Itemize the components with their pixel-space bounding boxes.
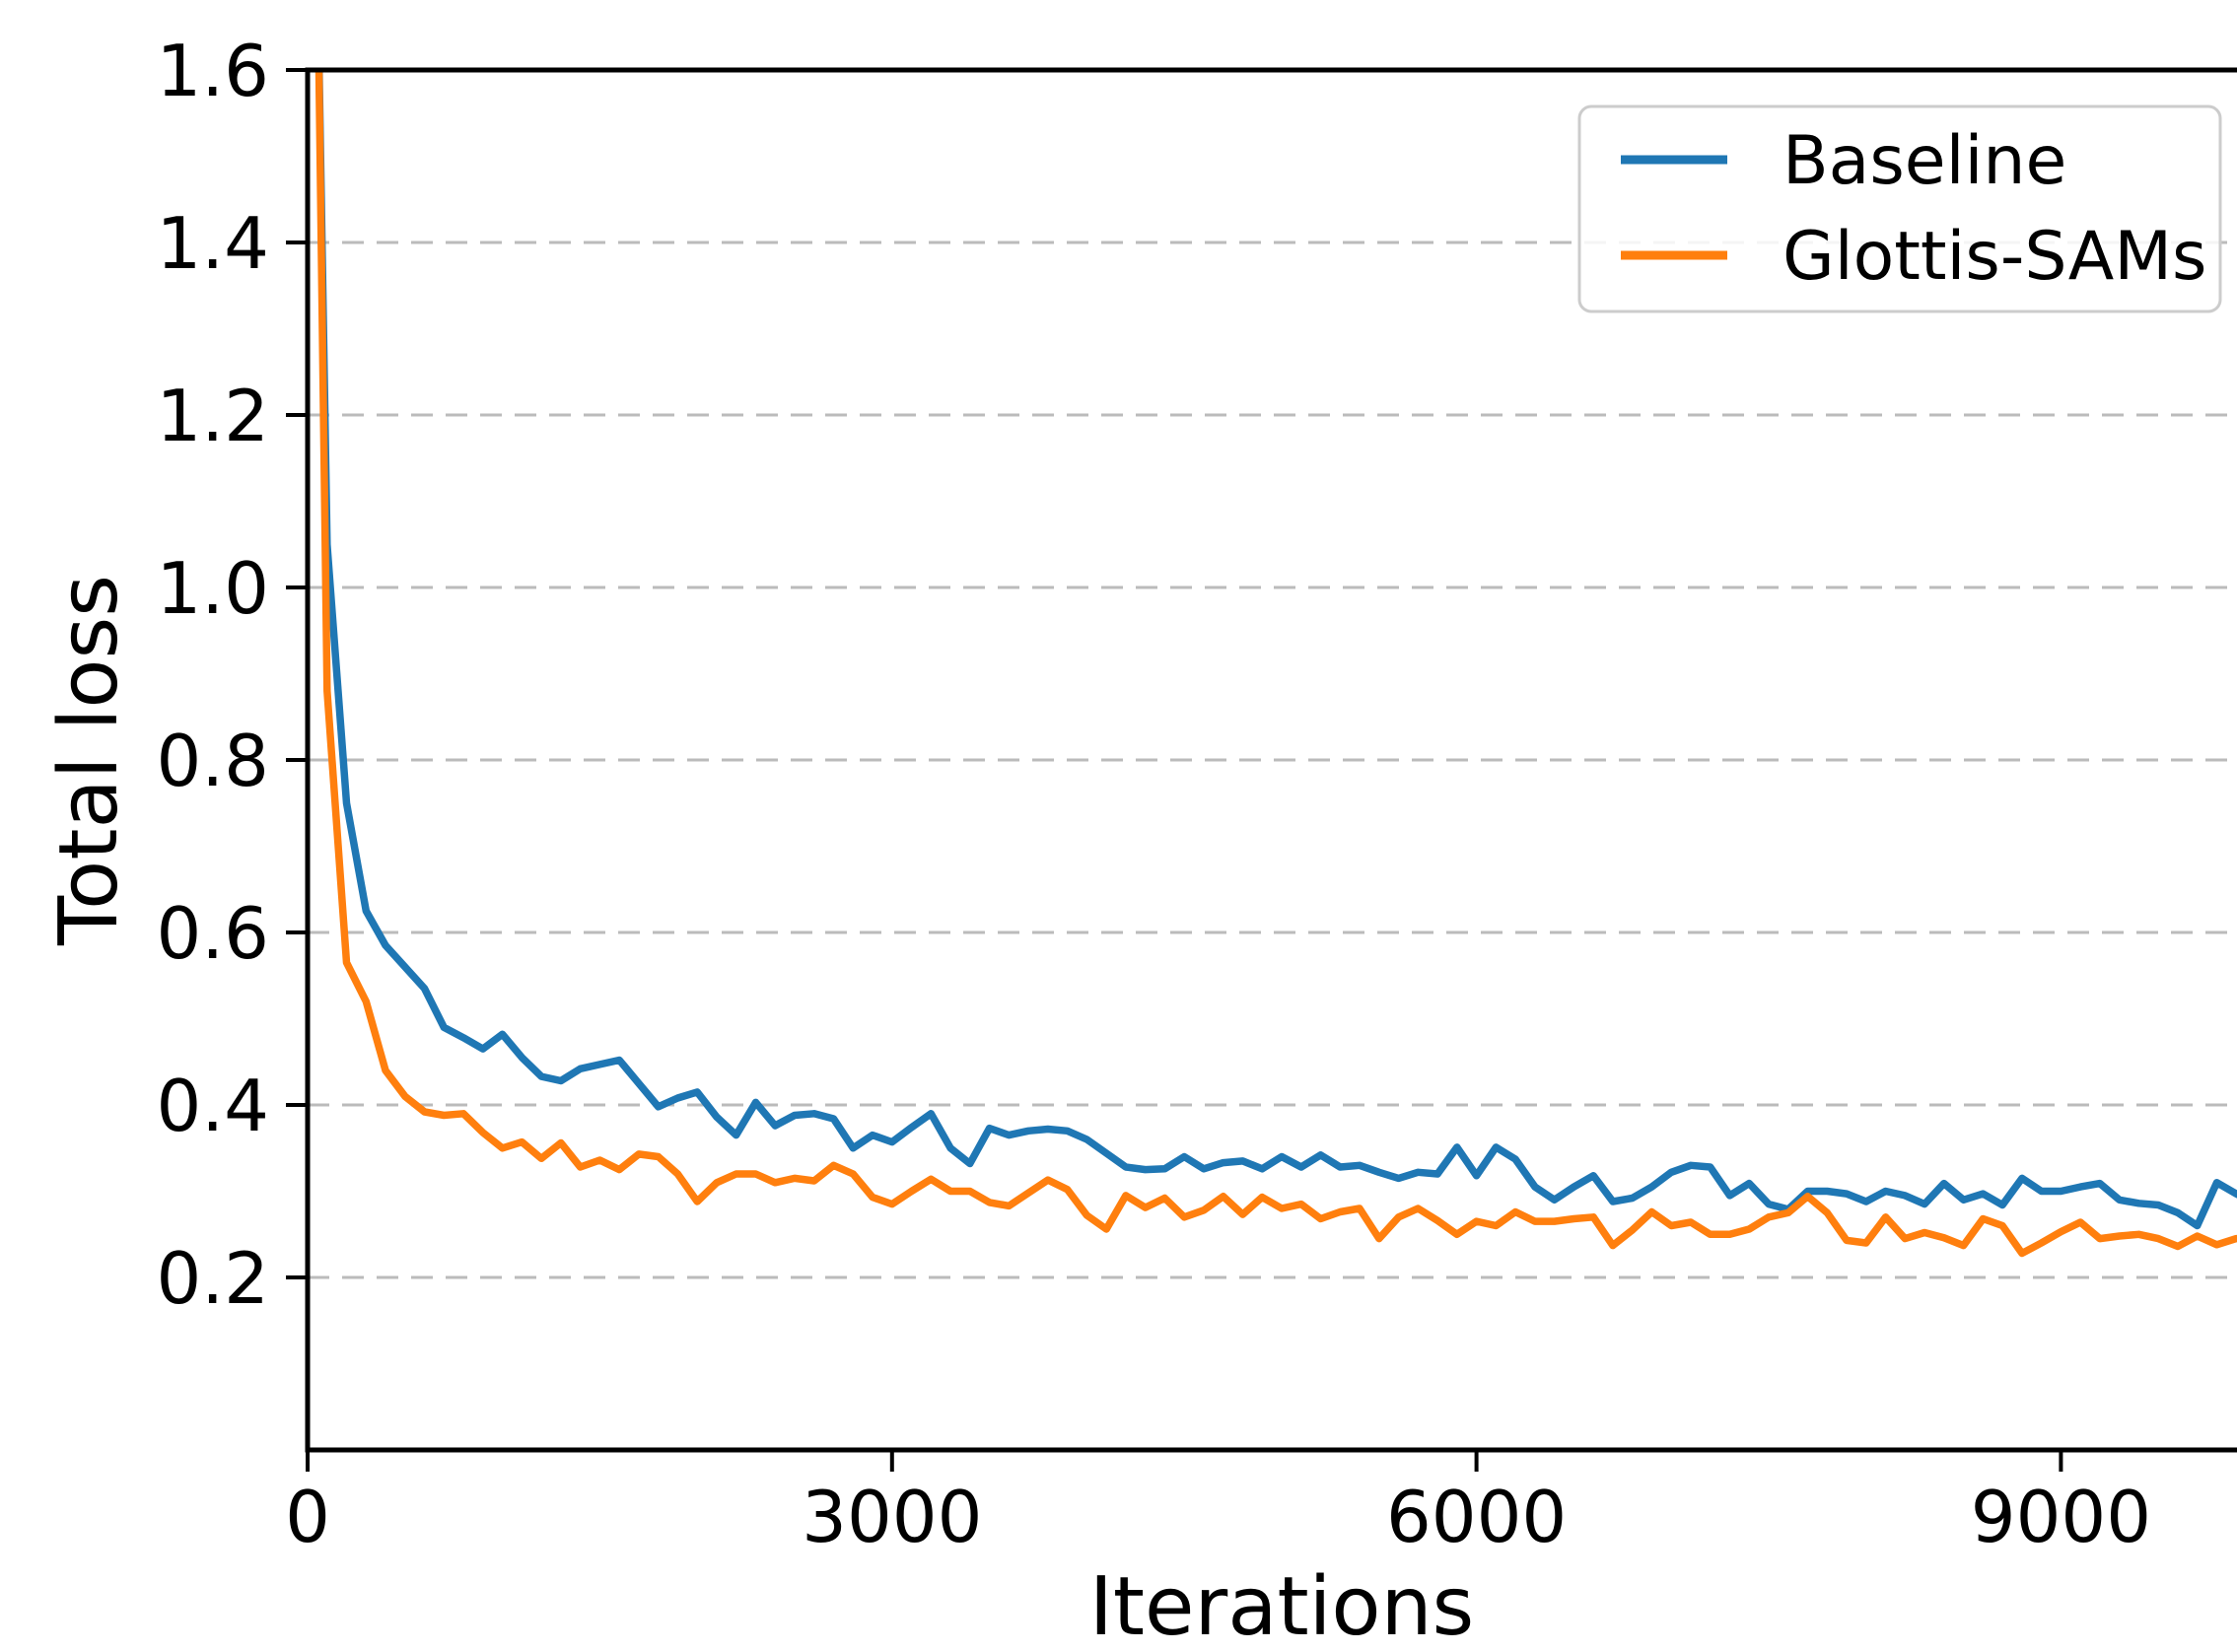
y-axis-label: Total loss <box>42 575 136 946</box>
y-tick-label: 1.6 <box>156 30 269 112</box>
legend: Baseline Glottis-SAMs <box>1577 104 2222 313</box>
axes-layer: 0 3000 6000 9000 0.2 0.4 0.6 0.8 1.0 1.2 1.4 1.6 <box>156 30 2237 1558</box>
chart-canvas: 0 3000 6000 9000 0.2 0.4 0.6 0.8 1.0 1.2 1.4 1.6 It… <box>42 30 2237 1652</box>
legend-label-baseline: Baseline <box>1783 122 2066 200</box>
x-axis-label: Iterations <box>1089 1560 1475 1652</box>
y-tick-label: 1.0 <box>156 547 269 630</box>
legend-item-glottis-sams: Glottis-SAMs <box>1621 218 2206 296</box>
legend-item-baseline: Baseline <box>1621 122 2066 200</box>
gridlines-layer <box>308 68 2237 1279</box>
x-tick-label: 3000 <box>802 1476 982 1558</box>
x-tick-label: 9000 <box>1971 1476 2151 1558</box>
legend-box <box>1577 104 2222 313</box>
y-tick-label: 0.6 <box>156 892 269 975</box>
training-loss-chart: 0 3000 6000 9000 0.2 0.4 0.6 0.8 1.0 1.2 1.4 1.6 It… <box>39 16 2237 1652</box>
y-tick-label: 1.4 <box>156 202 269 285</box>
baseline-line <box>315 70 2237 1230</box>
y-tick-label: 0.4 <box>156 1065 269 1147</box>
y-tick-label: 0.8 <box>156 720 269 802</box>
legend-label-glottis-sams: Glottis-SAMs <box>1783 218 2206 296</box>
y-tick-label: 1.2 <box>156 375 269 457</box>
x-tick-label: 0 <box>285 1476 330 1558</box>
glottis-sams-line <box>315 70 2237 1258</box>
series-layer <box>315 70 2237 1258</box>
x-tick-label: 6000 <box>1386 1476 1567 1558</box>
y-tick-label: 0.2 <box>156 1237 269 1320</box>
